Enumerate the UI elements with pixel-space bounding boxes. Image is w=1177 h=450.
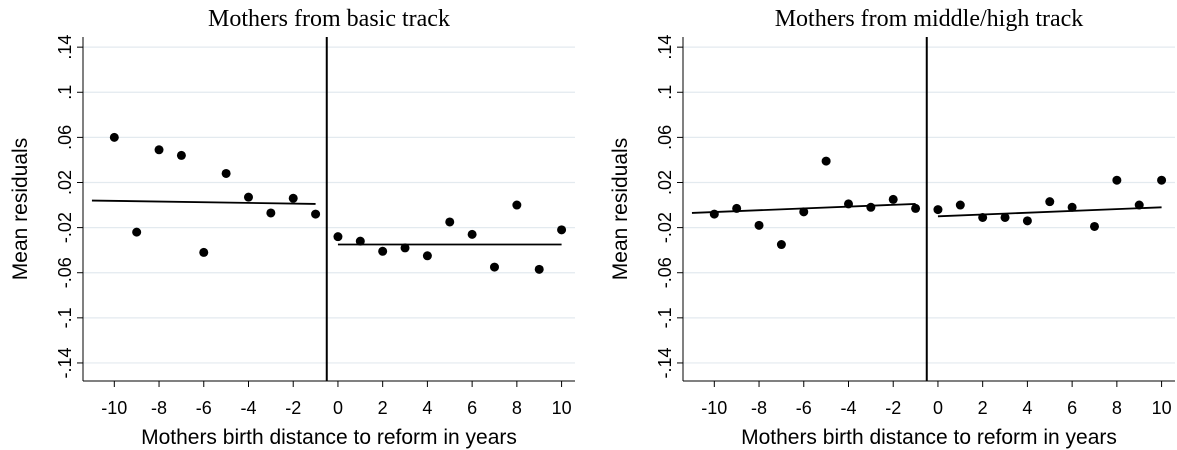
point	[266, 208, 276, 218]
point	[1157, 175, 1167, 185]
x-tick-label: -6	[196, 398, 212, 418]
y-tick-label: .1	[55, 85, 75, 100]
point	[709, 209, 719, 219]
point	[311, 209, 321, 219]
point	[1067, 202, 1077, 212]
point	[955, 200, 965, 210]
fit-line	[937, 206, 1162, 218]
point	[355, 236, 365, 246]
x-tick-label: -2	[885, 398, 901, 418]
point	[557, 225, 567, 235]
x-axis-label: Mothers birth distance to reform in year…	[141, 426, 517, 449]
point	[243, 192, 253, 202]
point	[1022, 216, 1032, 226]
point	[978, 212, 988, 222]
point	[888, 194, 898, 204]
x-tick-label: 2	[378, 398, 388, 418]
y-axis-label: Mean residuals	[9, 138, 32, 280]
fit-line	[91, 199, 316, 205]
panel: Mothers from basic track Mean residuals Mo…	[9, 6, 575, 449]
y-tick-label: .14	[55, 35, 75, 60]
point	[799, 207, 809, 217]
x-tick-label: 4	[422, 398, 432, 418]
x-tick-label: 2	[978, 398, 988, 418]
point	[1134, 200, 1144, 210]
y-tick-label: -.02	[655, 212, 675, 243]
point	[467, 229, 477, 239]
x-tick-label: -10	[701, 398, 727, 418]
point	[154, 145, 164, 155]
y-tick-label: -.1	[55, 307, 75, 328]
point	[911, 203, 921, 213]
point	[489, 262, 499, 272]
point	[1089, 221, 1099, 231]
point	[176, 150, 186, 160]
x-tick-label: -4	[240, 398, 256, 418]
x-tick-label: -2	[285, 398, 301, 418]
x-tick-label: -10	[101, 398, 127, 418]
point	[933, 205, 943, 215]
point	[422, 251, 432, 261]
point	[843, 199, 853, 209]
point	[776, 240, 786, 250]
y-tick-label: .1	[655, 85, 675, 100]
point	[109, 132, 119, 142]
point	[534, 264, 544, 274]
y-tick-label: -.06	[655, 257, 675, 288]
point	[199, 247, 209, 257]
y-tick-label: .06	[55, 125, 75, 150]
x-tick-label: 10	[1152, 398, 1172, 418]
point	[400, 243, 410, 253]
x-tick-label: 0	[933, 398, 943, 418]
x-tick-label: -6	[796, 398, 812, 418]
y-tick-label: .14	[655, 35, 675, 60]
point	[221, 168, 231, 178]
chart-title: Mothers from middle/high track	[775, 6, 1084, 32]
x-tick-label: 10	[552, 398, 572, 418]
x-tick-label: 4	[1022, 398, 1032, 418]
y-tick-label: -.1	[655, 307, 675, 328]
y-tick-label: .06	[655, 125, 675, 150]
y-axis-label: Mean residuals	[609, 138, 632, 280]
x-tick-label: 6	[467, 398, 477, 418]
x-tick-label: 8	[512, 398, 522, 418]
y-tick-label: -.06	[55, 257, 75, 288]
point	[754, 220, 764, 230]
point	[132, 227, 142, 237]
y-tick-label: -.02	[55, 212, 75, 243]
x-tick-label: -8	[151, 398, 167, 418]
y-tick-label: .02	[655, 170, 675, 195]
point	[732, 203, 742, 213]
y-tick-label: -.14	[55, 347, 75, 378]
point	[1045, 197, 1055, 207]
point	[1112, 175, 1122, 185]
point	[445, 217, 455, 227]
point	[821, 156, 831, 166]
point	[333, 232, 343, 242]
x-tick-label: 8	[1112, 398, 1122, 418]
panel: Mothers from middle/high track Mean resid…	[609, 6, 1175, 449]
y-tick-label: .02	[55, 170, 75, 195]
y-tick-label: -.14	[655, 347, 675, 378]
point	[866, 202, 876, 212]
x-tick-label: 6	[1067, 398, 1077, 418]
point	[1000, 212, 1010, 222]
x-tick-label: -4	[840, 398, 856, 418]
x-axis-label: Mothers birth distance to reform in year…	[741, 426, 1117, 449]
x-tick-label: 0	[333, 398, 343, 418]
point	[378, 246, 388, 256]
point	[512, 200, 522, 210]
chart-title: Mothers from basic track	[208, 6, 450, 32]
x-tick-label: -8	[751, 398, 767, 418]
point	[288, 193, 298, 203]
